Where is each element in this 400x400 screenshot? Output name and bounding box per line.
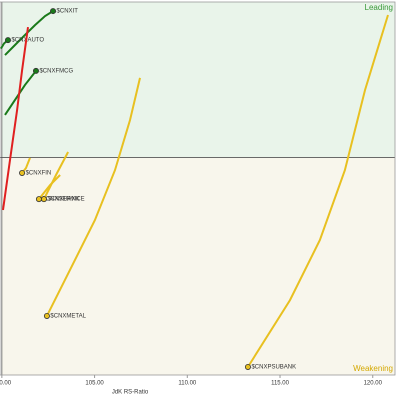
head-marker: [43, 312, 50, 319]
trail: [4, 10, 54, 56]
trail: [46, 77, 141, 317]
plot-frame: [0, 1, 396, 376]
series-label: $CNXFIN: [26, 171, 52, 177]
x-tick-label: 105.00: [85, 381, 104, 387]
x-axis-label: JdK RS-Ratio: [112, 390, 149, 396]
weakening-quadrant: [1, 157, 395, 375]
trail: [2, 26, 29, 211]
quadrant-label: Weakening: [353, 364, 393, 373]
head-marker: [40, 196, 47, 203]
head-marker: [35, 196, 42, 203]
x-tick-label: 115.00: [271, 381, 290, 387]
series-label: $CNXBANK: [47, 197, 79, 203]
x-tick-label: 120.00: [364, 381, 383, 387]
quadrant-label: Leading: [365, 3, 393, 12]
trail: [43, 151, 69, 200]
head-marker: [19, 169, 26, 176]
series-label: $CNXAUTO: [11, 38, 44, 44]
trail: [247, 14, 389, 368]
plot-area: $CNXIT$CNXAUTO$CNXFMCG$CNXPHARMA$CNXHEAL…: [0, 2, 395, 375]
x-tick-label: 100.00: [0, 381, 12, 387]
series-label: $CNXPSUBANK: [251, 365, 296, 371]
leading-quadrant: [1, 2, 395, 158]
head-marker: [50, 8, 57, 15]
series-label: $CNXIT: [57, 9, 79, 15]
x-tick-label: 110.00: [178, 381, 197, 387]
series-label: $CNXMETAL: [50, 314, 86, 320]
head-marker: [32, 67, 39, 74]
quadrant-backgrounds: [1, 2, 395, 375]
head-marker: [244, 363, 251, 370]
head-marker: [4, 37, 11, 44]
series-label: $CNXFMCG: [39, 68, 73, 74]
series-label: $CNXSERVICE: [42, 197, 84, 203]
